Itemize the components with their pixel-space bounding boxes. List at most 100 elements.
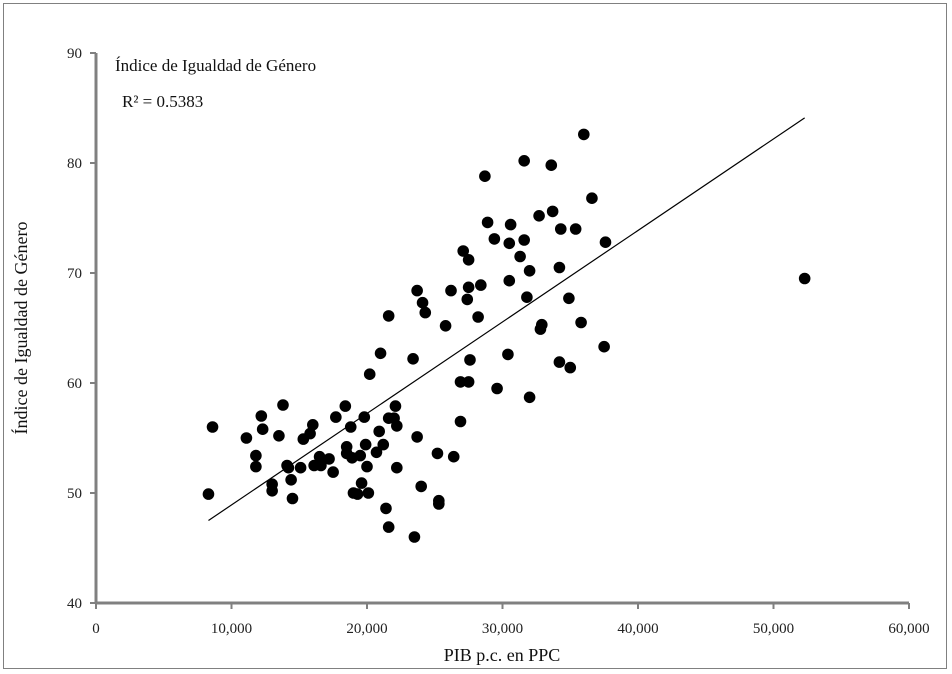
data-point bbox=[340, 441, 353, 453]
y-tick-label: 70 bbox=[67, 266, 82, 282]
data-point bbox=[202, 488, 215, 500]
annotation-r-squared: R² = 0.5383 bbox=[122, 92, 203, 111]
chart-frame bbox=[3, 3, 947, 669]
y-tick-label: 50 bbox=[67, 486, 82, 502]
x-tick-label: 30,000 bbox=[482, 621, 523, 637]
data-point bbox=[351, 488, 364, 500]
data-point bbox=[358, 411, 371, 423]
data-point bbox=[282, 461, 295, 474]
data-point bbox=[361, 460, 373, 473]
y-ticks: 40 50 60 70 80 90 bbox=[67, 46, 96, 612]
data-point bbox=[382, 521, 395, 533]
y-axis-title: Índice de Igualdad de Género bbox=[10, 222, 31, 435]
data-point bbox=[554, 223, 567, 235]
data-point bbox=[575, 316, 587, 329]
data-point bbox=[277, 399, 289, 411]
data-point bbox=[344, 421, 357, 433]
data-point bbox=[206, 421, 219, 433]
data-point bbox=[391, 461, 403, 474]
data-point bbox=[294, 461, 307, 474]
x-tick-label: 50,000 bbox=[753, 621, 794, 637]
data-point bbox=[464, 354, 476, 366]
data-point bbox=[363, 368, 376, 381]
data-point bbox=[518, 234, 530, 246]
data-point bbox=[250, 460, 262, 473]
data-point bbox=[370, 446, 383, 459]
data-point bbox=[462, 376, 475, 388]
data-point bbox=[798, 272, 811, 285]
data-point bbox=[598, 340, 610, 353]
data-point bbox=[273, 430, 285, 442]
data-point bbox=[382, 310, 395, 322]
data-point bbox=[380, 502, 392, 515]
data-point bbox=[255, 410, 268, 422]
data-point bbox=[454, 415, 467, 428]
data-point bbox=[377, 438, 390, 451]
data-point bbox=[431, 447, 444, 460]
data-point bbox=[447, 450, 460, 463]
y-tick-label: 80 bbox=[67, 156, 82, 172]
data-point bbox=[240, 432, 253, 444]
data-point bbox=[462, 281, 475, 294]
data-point bbox=[514, 250, 526, 263]
data-point bbox=[323, 453, 335, 465]
data-point bbox=[285, 474, 297, 486]
data-point bbox=[553, 356, 566, 368]
x-ticks: 0 10,000 20,000 30,000 40,000 50,000 60,000 bbox=[92, 603, 930, 637]
data-point bbox=[315, 459, 327, 472]
data-point bbox=[419, 306, 432, 319]
data-point bbox=[391, 420, 403, 432]
data-point bbox=[374, 347, 387, 360]
data-point bbox=[457, 245, 470, 257]
data-point bbox=[546, 205, 559, 218]
data-point bbox=[313, 450, 326, 463]
data-point bbox=[481, 216, 494, 229]
data-point bbox=[553, 261, 566, 274]
data-point bbox=[504, 218, 517, 231]
x-tick-label: 40,000 bbox=[617, 621, 658, 637]
data-point bbox=[472, 311, 484, 323]
data-point bbox=[479, 170, 491, 182]
data-point bbox=[408, 531, 421, 543]
data-points bbox=[202, 128, 811, 543]
x-tick-label: 20,000 bbox=[346, 621, 387, 637]
data-point bbox=[416, 296, 429, 309]
data-point bbox=[307, 419, 319, 431]
data-point bbox=[433, 494, 445, 507]
data-point bbox=[359, 438, 372, 451]
data-point bbox=[488, 233, 501, 245]
data-point bbox=[439, 320, 452, 332]
data-point bbox=[475, 279, 487, 291]
trendline bbox=[208, 117, 806, 521]
x-tick-label: 10,000 bbox=[211, 621, 252, 637]
x-tick-label: 0 bbox=[92, 621, 100, 637]
data-point bbox=[266, 478, 278, 491]
data-point bbox=[339, 400, 352, 412]
data-point bbox=[250, 449, 262, 462]
data-point bbox=[523, 265, 536, 277]
data-point bbox=[355, 477, 368, 489]
data-point bbox=[445, 284, 457, 297]
data-point bbox=[563, 292, 575, 305]
data-point bbox=[415, 480, 428, 493]
data-point bbox=[373, 425, 385, 438]
data-point bbox=[411, 284, 423, 297]
data-point bbox=[461, 293, 474, 306]
data-point bbox=[389, 400, 402, 412]
data-point bbox=[407, 353, 419, 365]
data-point bbox=[327, 466, 339, 478]
data-point bbox=[454, 376, 467, 388]
y-tick-label: 40 bbox=[67, 596, 82, 612]
y-tick-label: 90 bbox=[67, 46, 82, 62]
data-point bbox=[354, 449, 367, 462]
data-point bbox=[502, 348, 514, 361]
data-point bbox=[330, 411, 342, 423]
data-point bbox=[462, 253, 475, 266]
x-axis-title: PIB p.c. en PPC bbox=[444, 645, 561, 665]
data-point bbox=[518, 155, 530, 167]
data-point bbox=[578, 128, 590, 141]
data-point bbox=[521, 291, 533, 304]
data-point bbox=[491, 382, 503, 395]
data-point bbox=[362, 487, 375, 499]
